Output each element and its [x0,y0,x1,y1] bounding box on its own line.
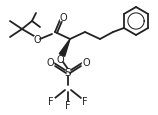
Text: O: O [59,13,67,23]
Bar [82,59,89,66]
Bar [65,102,71,108]
Text: O: O [33,35,41,45]
Bar [60,15,66,21]
Text: O: O [46,58,54,67]
Text: F: F [82,96,88,106]
Text: F: F [65,100,71,110]
Bar [48,98,54,104]
Text: O: O [82,58,90,67]
Bar [57,56,64,63]
Bar [46,59,54,66]
Text: S: S [65,67,71,77]
Text: O: O [56,55,64,64]
Text: F: F [48,96,54,106]
Bar [34,37,40,43]
Bar [64,69,72,76]
Bar [82,98,88,104]
Polygon shape [59,40,70,57]
